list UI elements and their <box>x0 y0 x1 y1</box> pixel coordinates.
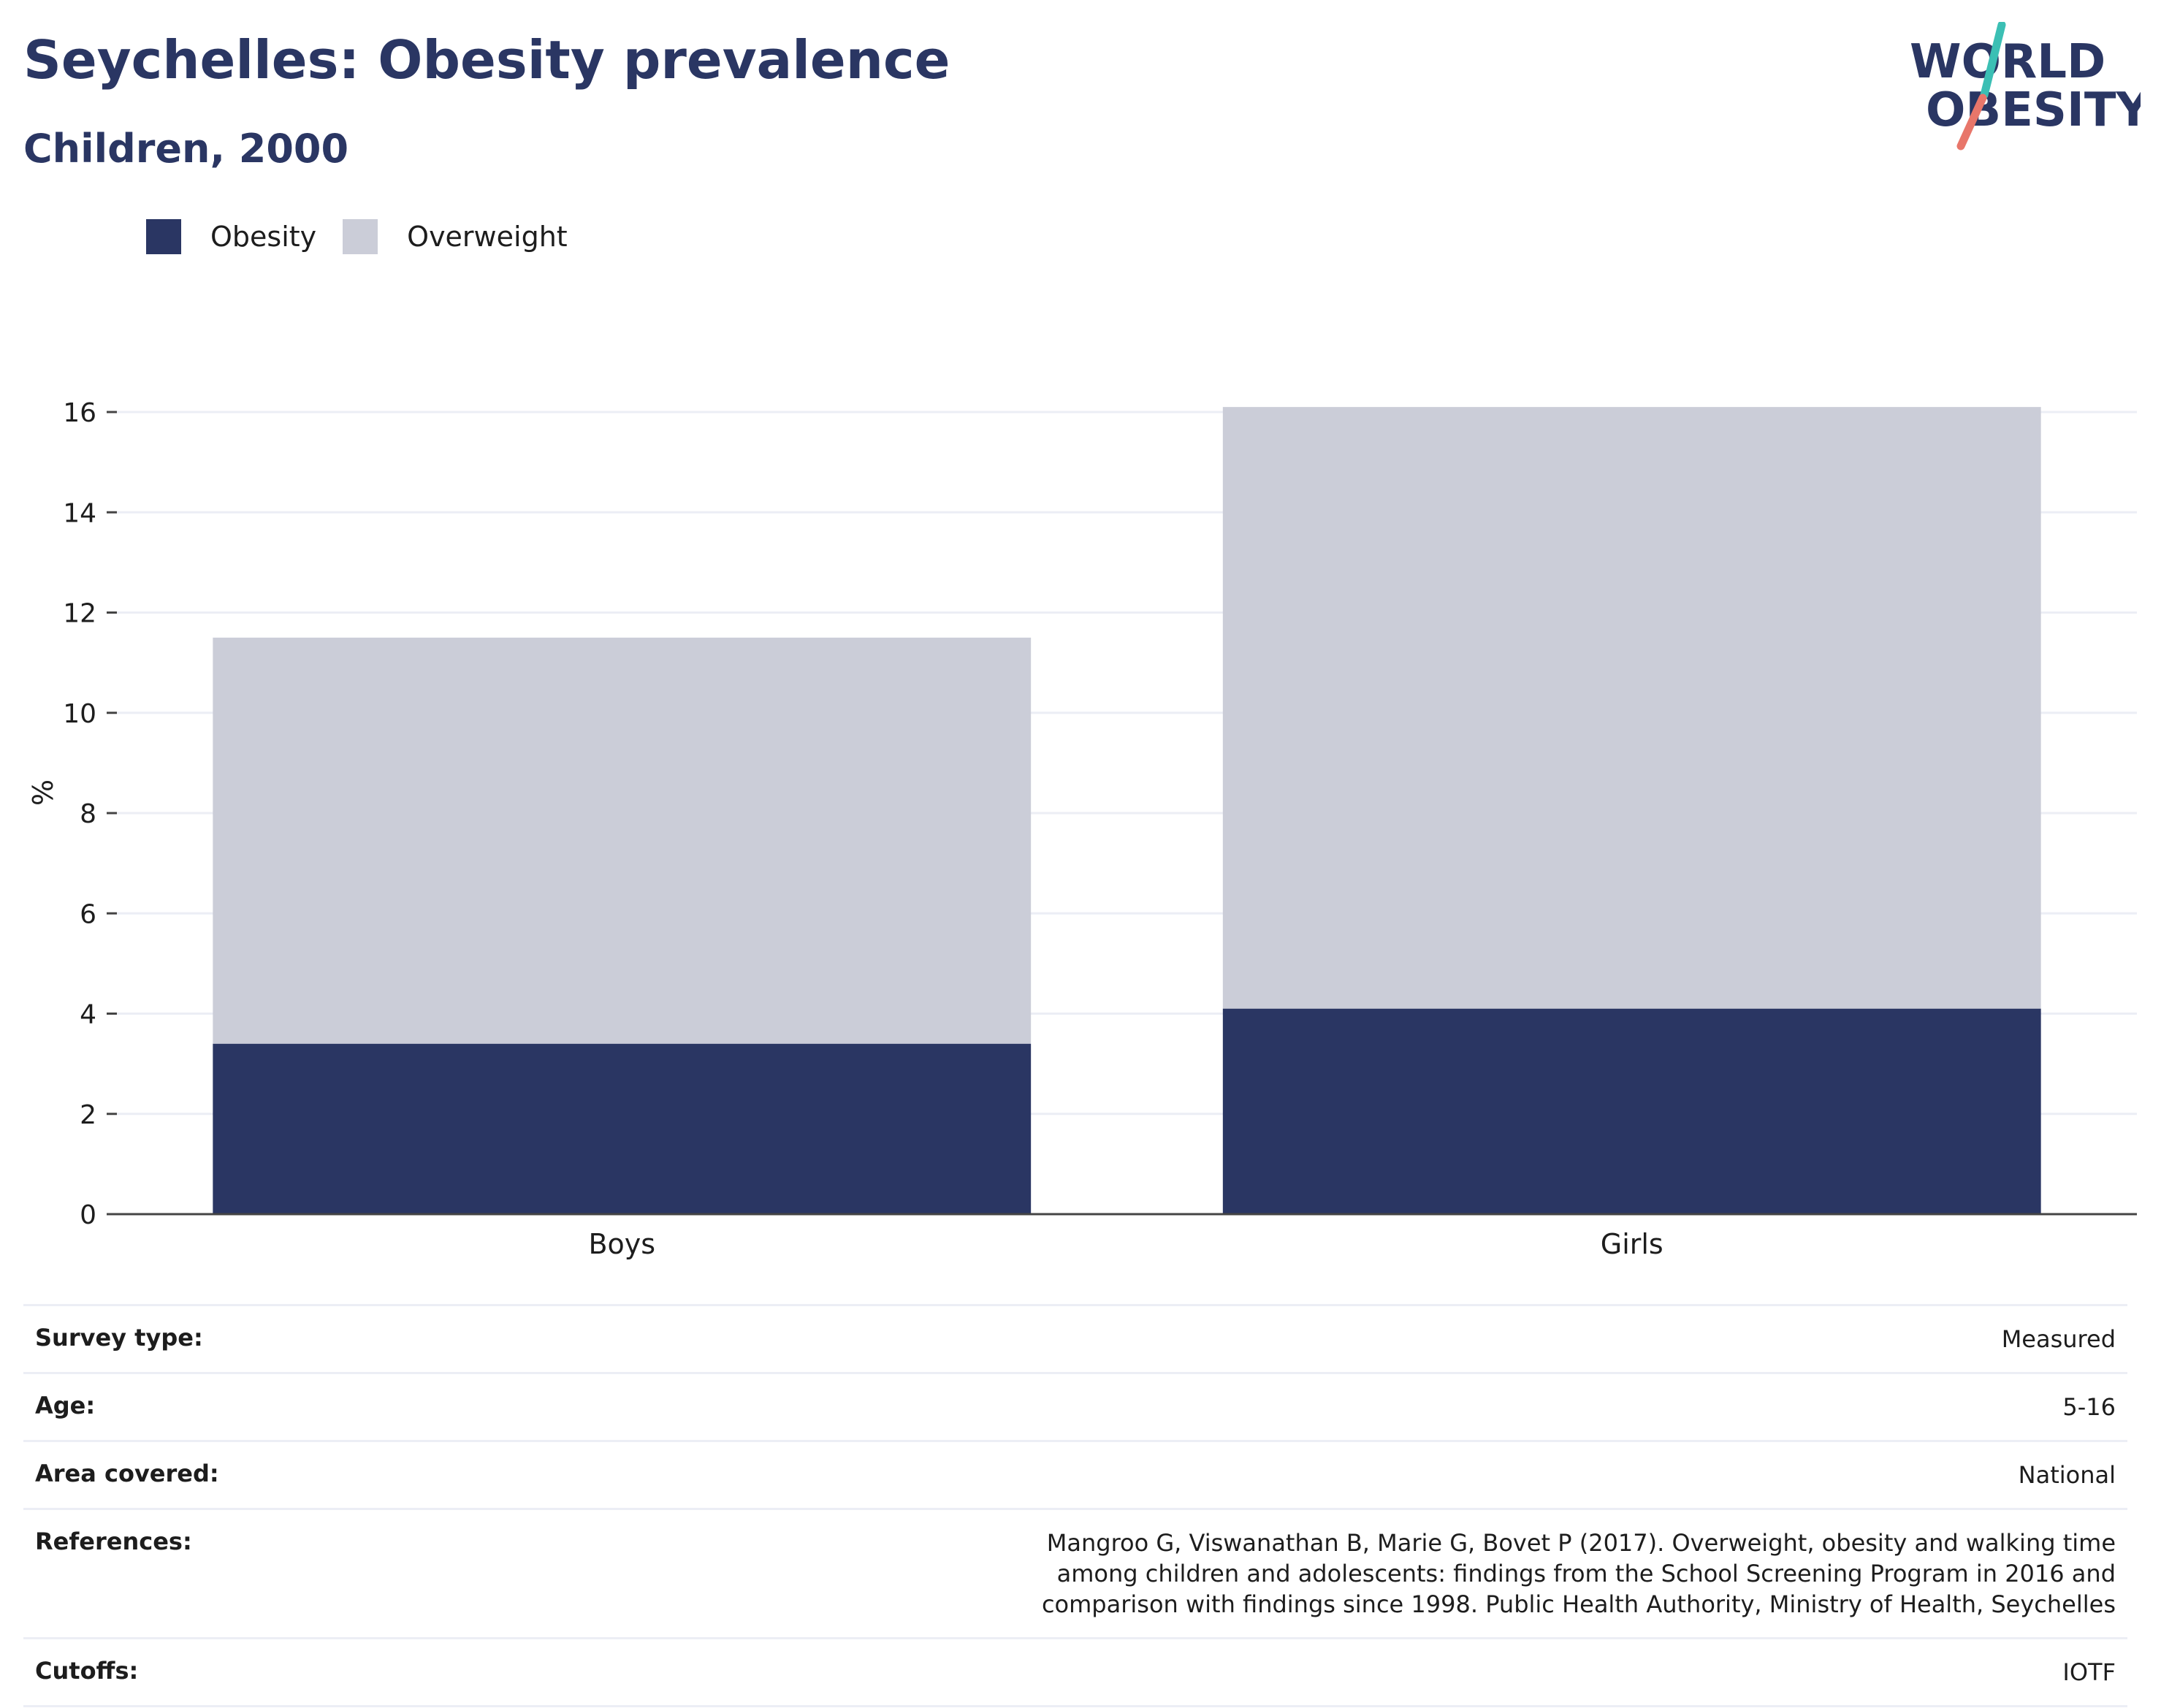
info-key: Survey type: <box>23 1304 412 1374</box>
info-key: Cutoffs: <box>23 1637 412 1707</box>
bar-chart: 0 2 4 6 8 10 12 14 16 Boys Girls % <box>27 398 2137 1260</box>
legend-item-overweight[interactable]: Overweight <box>343 219 568 254</box>
info-key: Age: <box>23 1372 412 1442</box>
x-tick-labels: Boys Girls <box>588 1228 1663 1260</box>
bar-obesity-boys[interactable] <box>213 1043 1032 1214</box>
bar-obesity-girls[interactable] <box>1222 1008 2041 1214</box>
info-value: Measured <box>412 1304 2127 1374</box>
legend-swatch-overweight <box>343 219 378 254</box>
legend-item-obesity[interactable]: Obesity <box>146 219 316 254</box>
chart-legend: Obesity Overweight <box>146 219 594 254</box>
x-tick-label: Girls <box>1601 1228 1663 1260</box>
page-subtitle: Children, 2000 <box>23 126 349 172</box>
world-obesity-logo: WORLD OBESITY <box>1910 22 2141 150</box>
logo-teal-slash <box>1980 22 2006 99</box>
info-key: Area covered: <box>23 1440 412 1510</box>
y-tick-label: 16 <box>63 398 96 428</box>
bar-overweight-boys[interactable] <box>213 637 1032 1044</box>
bar-overweight-girls[interactable] <box>1222 407 2041 1009</box>
y-tick-label: 0 <box>80 1200 96 1230</box>
info-row-age: Age: 5-16 <box>23 1372 2127 1442</box>
info-value: National <box>412 1440 2127 1510</box>
survey-info-table: Survey type: Measured Age: 5-16 Area cov… <box>23 1304 2127 1707</box>
info-row-area-covered: Area covered: National <box>23 1440 2127 1510</box>
chart-bars <box>213 407 2041 1214</box>
logo-line2: OBESITY <box>1926 83 2141 137</box>
y-tick-label: 4 <box>80 1000 96 1030</box>
info-key: References: <box>23 1508 412 1639</box>
y-tick-label: 8 <box>80 799 96 829</box>
logo-coral-slash <box>1956 94 1987 150</box>
legend-label-obesity: Obesity <box>210 221 317 253</box>
page-title: Seychelles: Obesity prevalence <box>23 29 950 91</box>
info-value: 5-16 <box>412 1372 2127 1442</box>
info-row-cutoffs: Cutoffs: IOTF <box>23 1637 2127 1707</box>
y-tick-label: 6 <box>80 899 96 929</box>
y-tick-label: 12 <box>63 599 96 629</box>
info-value: IOTF <box>412 1637 2127 1707</box>
legend-label-overweight: Overweight <box>407 221 568 253</box>
y-axis-label: % <box>27 779 59 806</box>
info-value: Mangroo G, Viswanathan B, Marie G, Bovet… <box>412 1508 2127 1639</box>
legend-swatch-obesity <box>146 219 181 254</box>
y-tick-labels: 0 2 4 6 8 10 12 14 16 <box>63 398 117 1230</box>
logo-line1: WORLD <box>1910 35 2105 89</box>
info-row-references: References: Mangroo G, Viswanathan B, Ma… <box>23 1508 2127 1639</box>
y-tick-label: 10 <box>63 699 96 729</box>
info-row-survey-type: Survey type: Measured <box>23 1304 2127 1374</box>
y-tick-label: 2 <box>80 1100 96 1130</box>
y-tick-label: 14 <box>63 498 96 528</box>
x-tick-label: Boys <box>588 1228 655 1260</box>
